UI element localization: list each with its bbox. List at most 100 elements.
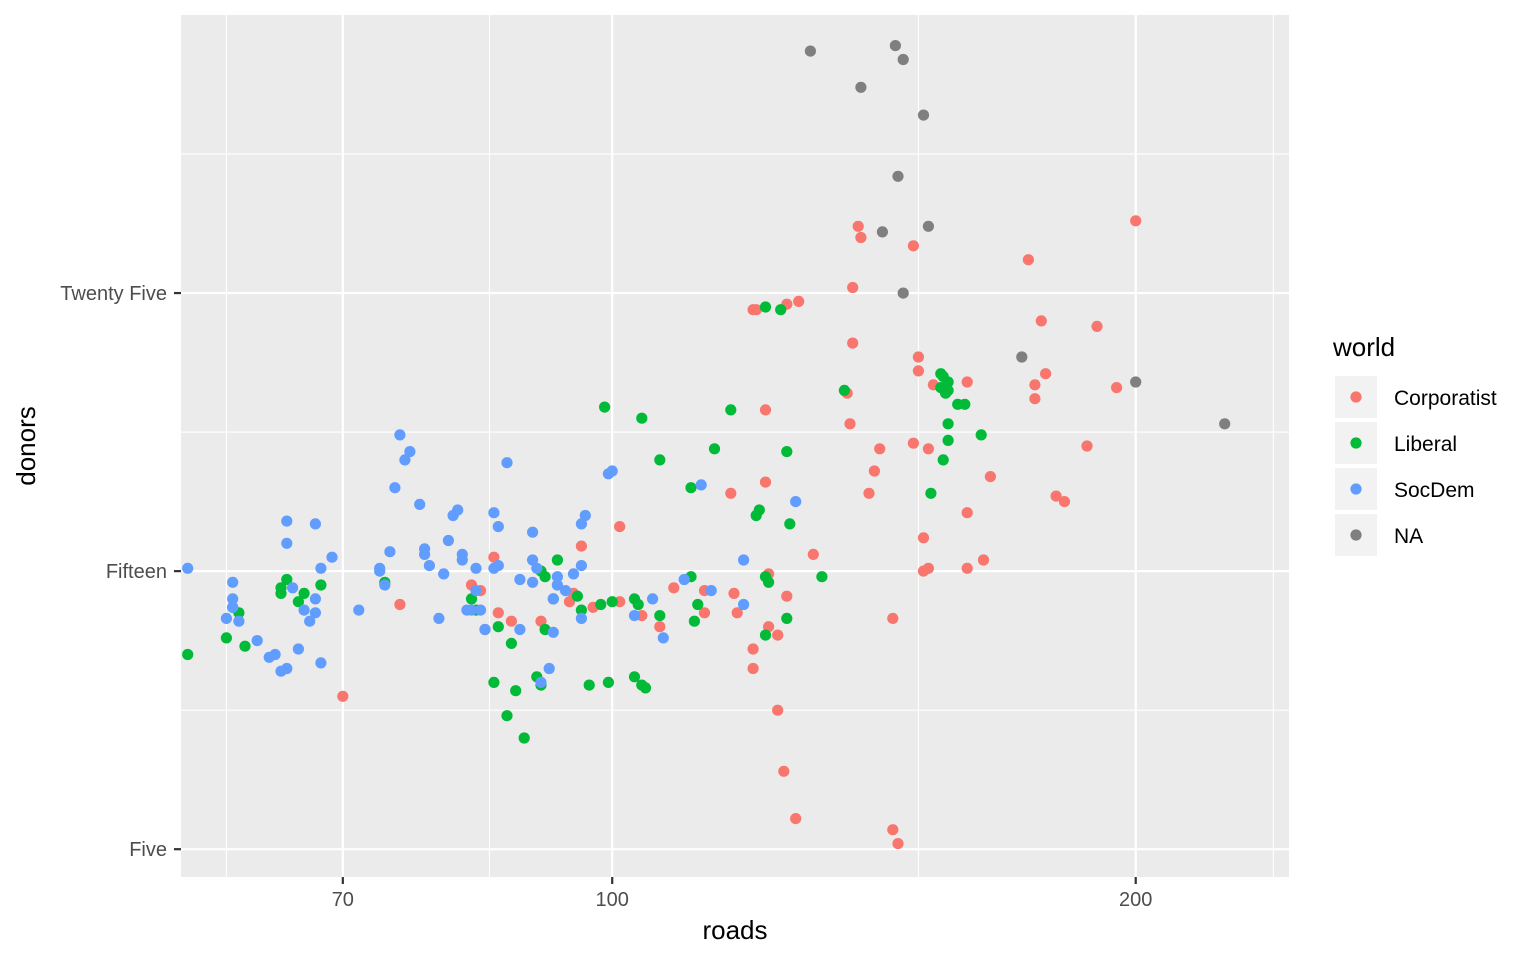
point-liberal	[488, 676, 500, 689]
point-liberal	[925, 487, 937, 499]
major-gridlines	[181, 15, 1289, 877]
point-socdem	[442, 534, 454, 547]
point-corporatist	[892, 838, 904, 850]
point-liberal	[952, 398, 964, 410]
point-corporatist	[772, 629, 784, 641]
point-socdem	[551, 571, 564, 583]
point-socdem	[452, 504, 464, 516]
point-corporatist	[790, 813, 802, 825]
point-liberal	[501, 710, 513, 722]
point-liberal	[639, 682, 652, 694]
point-liberal	[628, 671, 641, 683]
point-corporatist	[563, 596, 576, 608]
point-socdem	[309, 593, 321, 605]
point-liberal	[685, 482, 697, 494]
point-socdem	[514, 623, 526, 636]
point-socdem	[535, 676, 547, 689]
point-corporatist	[492, 607, 504, 619]
point-corporatist	[488, 551, 500, 563]
point-corporatist	[874, 443, 886, 455]
y-axis-title: donors	[11, 406, 41, 486]
point-socdem	[227, 593, 239, 605]
point-socdem	[531, 562, 543, 574]
point-socdem	[227, 601, 239, 613]
legend-swatch-corporatist	[1350, 391, 1362, 403]
point-socdem	[488, 507, 500, 519]
point-socdem	[527, 526, 539, 538]
point-liberal	[583, 679, 595, 691]
point-corporatist	[728, 587, 740, 600]
point-socdem	[628, 610, 641, 622]
point-corporatist	[337, 690, 349, 702]
point-liberal	[239, 640, 251, 652]
point-liberal	[692, 598, 704, 611]
point-corporatist	[1081, 440, 1093, 452]
point-socdem	[474, 604, 487, 616]
legend: world Corporatist Liberal SocDem NA	[1332, 332, 1497, 556]
point-corporatist	[984, 471, 997, 483]
point-socdem	[547, 593, 559, 605]
point-liberal	[636, 412, 648, 424]
point-corporatist	[1029, 379, 1041, 391]
point-corporatist	[852, 220, 864, 232]
y-tick-label: Twenty Five	[60, 283, 167, 305]
point-liberal	[518, 732, 530, 744]
point-liberal	[759, 629, 772, 641]
point-socdem	[470, 585, 482, 597]
legend-swatch-socdem	[1350, 483, 1362, 495]
y-axis: Five Fifteen Twenty Five	[60, 283, 181, 861]
point-liberal	[750, 509, 762, 522]
point-socdem	[281, 515, 293, 527]
point-socdem	[543, 662, 555, 675]
point-socdem	[678, 573, 690, 586]
point-socdem	[281, 537, 293, 549]
point-socdem	[269, 648, 281, 661]
point-socdem	[547, 626, 559, 638]
point-liberal	[942, 384, 954, 396]
point-na	[917, 109, 930, 121]
point-corporatist	[575, 540, 588, 552]
point-socdem	[309, 518, 321, 530]
point-socdem	[315, 657, 327, 669]
point-socdem	[298, 604, 310, 616]
point-corporatist	[912, 351, 925, 363]
data-points	[182, 40, 1231, 850]
point-socdem	[738, 598, 750, 611]
point-socdem	[575, 518, 588, 530]
point-socdem	[433, 612, 445, 625]
point-corporatist	[747, 643, 759, 655]
point-socdem	[551, 579, 564, 591]
point-liberal	[275, 587, 287, 600]
point-socdem	[579, 509, 591, 522]
point-na	[876, 226, 889, 238]
point-socdem	[384, 546, 396, 558]
point-liberal	[571, 590, 584, 602]
legend-label: Corporatist	[1394, 387, 1497, 410]
point-liberal	[781, 446, 793, 458]
point-socdem	[292, 643, 304, 655]
legend-label: NA	[1394, 525, 1423, 548]
point-socdem	[438, 568, 450, 580]
point-liberal	[942, 418, 954, 430]
point-corporatist	[847, 281, 859, 294]
point-liberal	[599, 401, 611, 413]
point-liberal	[654, 610, 666, 622]
point-corporatist	[654, 621, 666, 633]
point-socdem	[220, 612, 232, 625]
point-liberal	[315, 579, 327, 591]
point-liberal	[606, 596, 618, 608]
point-corporatist	[1022, 254, 1034, 266]
point-corporatist	[863, 487, 875, 499]
point-corporatist	[778, 765, 790, 777]
point-corporatist	[922, 443, 935, 455]
point-corporatist	[868, 465, 881, 477]
point-corporatist	[614, 521, 626, 533]
point-na	[922, 220, 935, 232]
point-corporatist	[1130, 215, 1142, 227]
point-socdem	[399, 454, 411, 466]
point-socdem	[559, 585, 572, 597]
point-socdem	[606, 465, 618, 477]
point-socdem	[527, 554, 539, 566]
point-liberal	[708, 443, 721, 455]
point-na	[889, 40, 902, 52]
